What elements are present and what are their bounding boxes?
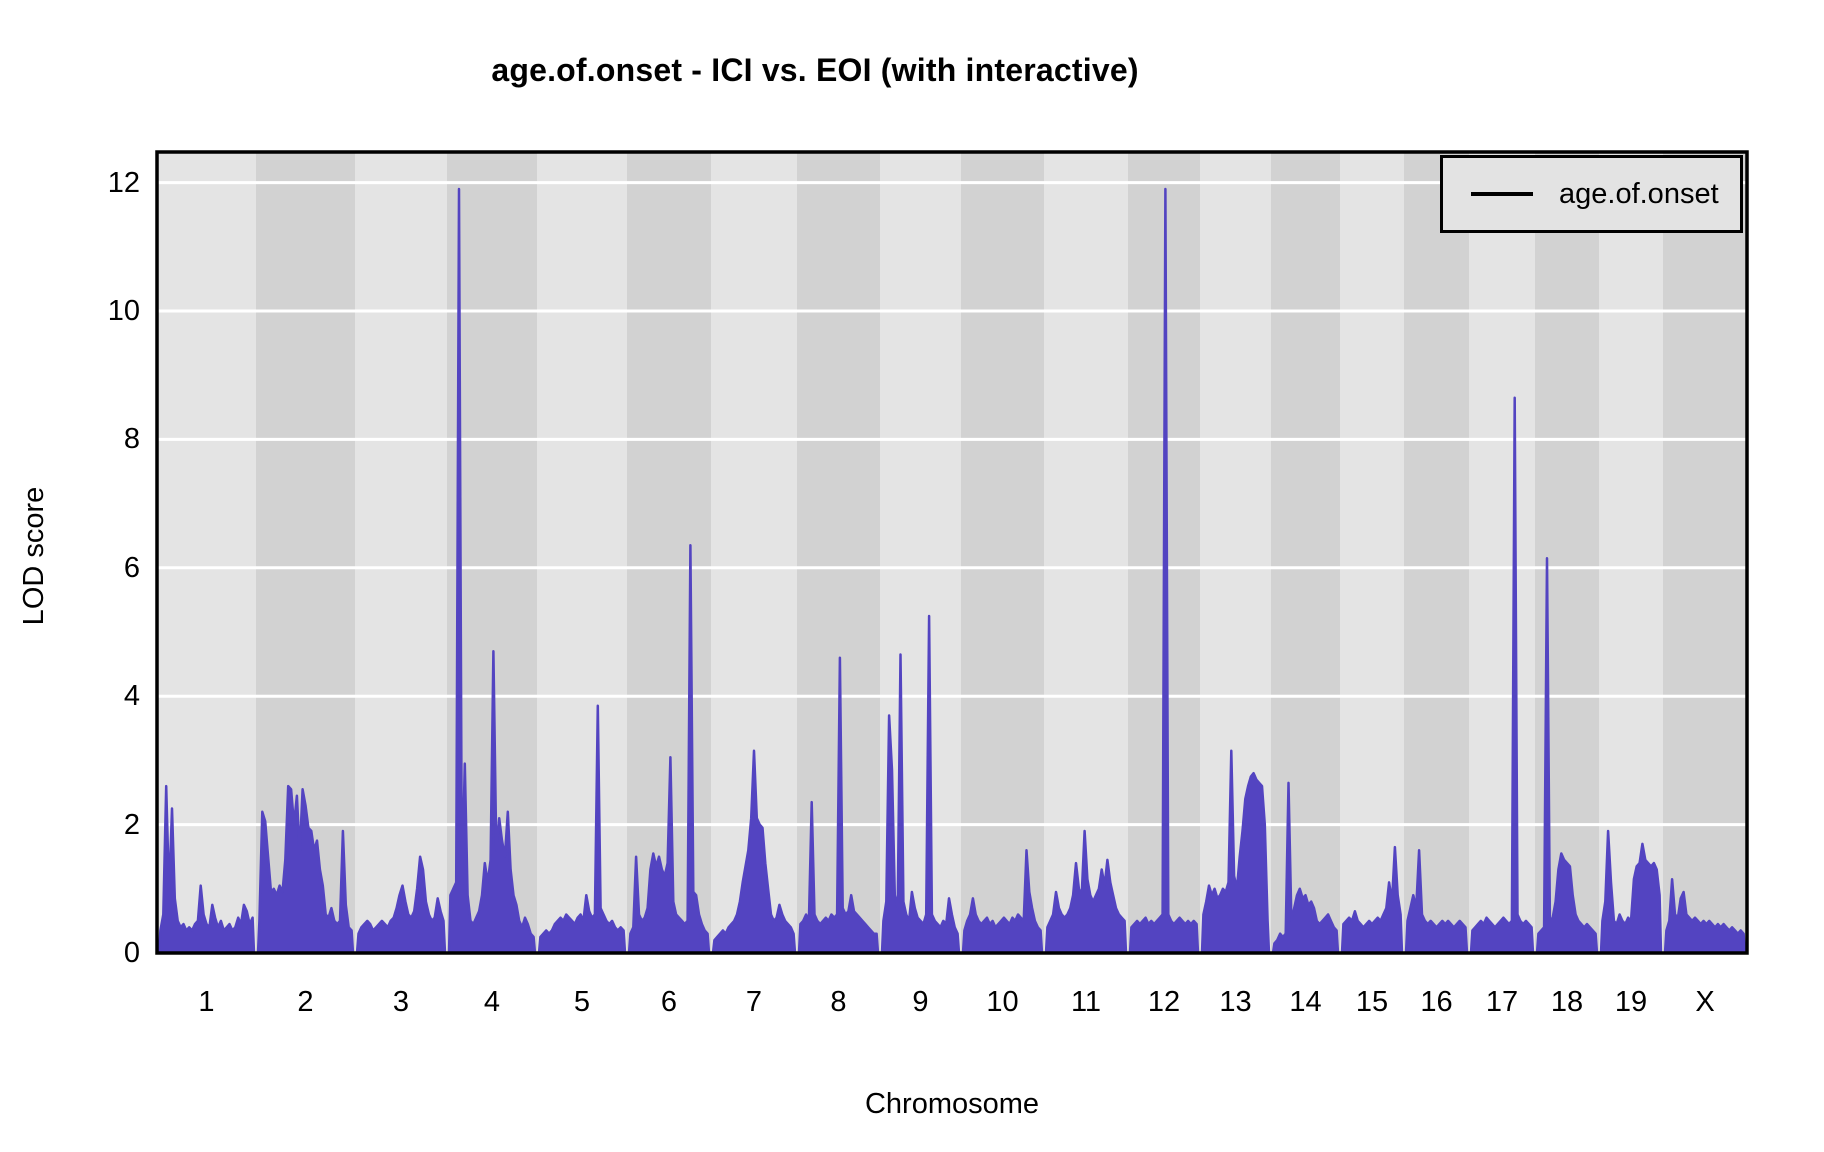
lod-curve-chr-8 <box>797 656 880 955</box>
x-tick-label-chr-17: 17 <box>1485 986 1519 1018</box>
x-tick-label-chr-8: 8 <box>830 986 847 1018</box>
legend: age.of.onset <box>1440 155 1743 233</box>
x-tick-label-chr-4: 4 <box>483 986 501 1018</box>
y-tick-label-4: 4 <box>123 680 140 713</box>
x-tick-label-chr-3: 3 <box>392 986 410 1018</box>
x-tick-label-chr-19: 19 <box>1614 986 1648 1018</box>
y-tick-label-12: 12 <box>107 166 140 199</box>
lod-curve-chr-10 <box>961 849 1044 955</box>
chromosome-band-14 <box>1271 152 1340 953</box>
chromosome-band-17 <box>1469 152 1535 953</box>
x-tick-label-chr-18: 18 <box>1550 986 1584 1018</box>
x-tick-label-chr-12: 12 <box>1147 986 1181 1018</box>
lod-curve-chr-19 <box>1599 829 1663 955</box>
chromosome-band-19 <box>1599 152 1663 953</box>
y-tick-label-0: 0 <box>123 937 140 969</box>
x-tick-label-chr-16: 16 <box>1420 986 1453 1018</box>
x-tick-label-chr-15: 15 <box>1355 986 1389 1018</box>
x-axis-label: Chromosome <box>864 1088 1040 1120</box>
legend-series-label: age.of.onset <box>1559 177 1719 210</box>
lod-curve-chr-4 <box>447 187 537 955</box>
chromosome-band-X <box>1663 152 1747 953</box>
chromosome-band-16 <box>1404 152 1469 953</box>
x-tick-label-chr-X: X <box>1695 986 1715 1018</box>
y-tick-label-8: 8 <box>123 423 140 456</box>
lod-curve-chr-18 <box>1535 556 1599 955</box>
legend-line-sample <box>1471 192 1533 196</box>
x-tick-label-chr-11: 11 <box>1070 986 1102 1018</box>
lod-curve-chr-14 <box>1271 781 1340 955</box>
lod-curve-chr-6 <box>627 544 711 955</box>
chart-title: age.of.onset - ICI vs. EOI (with interac… <box>491 52 1139 88</box>
y-tick-label-6: 6 <box>123 551 140 584</box>
x-tick-label-chr-2: 2 <box>297 986 314 1018</box>
lod-curve-chr-16 <box>1404 849 1469 955</box>
x-tick-label-chr-6: 6 <box>660 986 678 1018</box>
x-tick-label-chr-9: 9 <box>912 986 929 1018</box>
lod-curve-chr-3 <box>355 855 447 955</box>
lod-curve-chr-15 <box>1340 845 1404 955</box>
y-tick-label-2: 2 <box>123 808 140 841</box>
x-tick-label-chr-5: 5 <box>573 986 591 1018</box>
chromosome-band-15 <box>1340 152 1404 953</box>
lod-curve-chr-12 <box>1128 187 1200 955</box>
chromosome-band-5 <box>537 152 627 953</box>
chromosome-band-3 <box>355 152 447 953</box>
y-axis-label: LOD score <box>18 486 50 626</box>
x-tick-label-chr-13: 13 <box>1219 986 1252 1018</box>
panel-border <box>155 150 1749 955</box>
x-tick-label-chr-14: 14 <box>1289 986 1322 1018</box>
lod-curve-chr-9 <box>880 614 961 955</box>
lod-curve-chr-13 <box>1200 749 1271 955</box>
lod-curve-chr-1 <box>157 784 256 955</box>
x-tick-label-chr-7: 7 <box>745 986 763 1018</box>
lod-curve-chr-7 <box>711 749 797 955</box>
x-tick-label-chr-1: 1 <box>198 986 215 1018</box>
lod-curve-chr-5 <box>537 704 627 955</box>
lod-curve-chr-17 <box>1469 396 1535 955</box>
lod-curve-chr-11 <box>1044 829 1128 955</box>
lod-curve-chr-X <box>1663 877 1747 955</box>
x-tick-label-chr-10: 10 <box>986 986 1019 1018</box>
chromosome-band-11 <box>1044 152 1128 953</box>
y-tick-label-10: 10 <box>107 295 140 327</box>
lod-curve-chr-2 <box>256 784 355 955</box>
chromosome-band-10 <box>961 152 1044 953</box>
